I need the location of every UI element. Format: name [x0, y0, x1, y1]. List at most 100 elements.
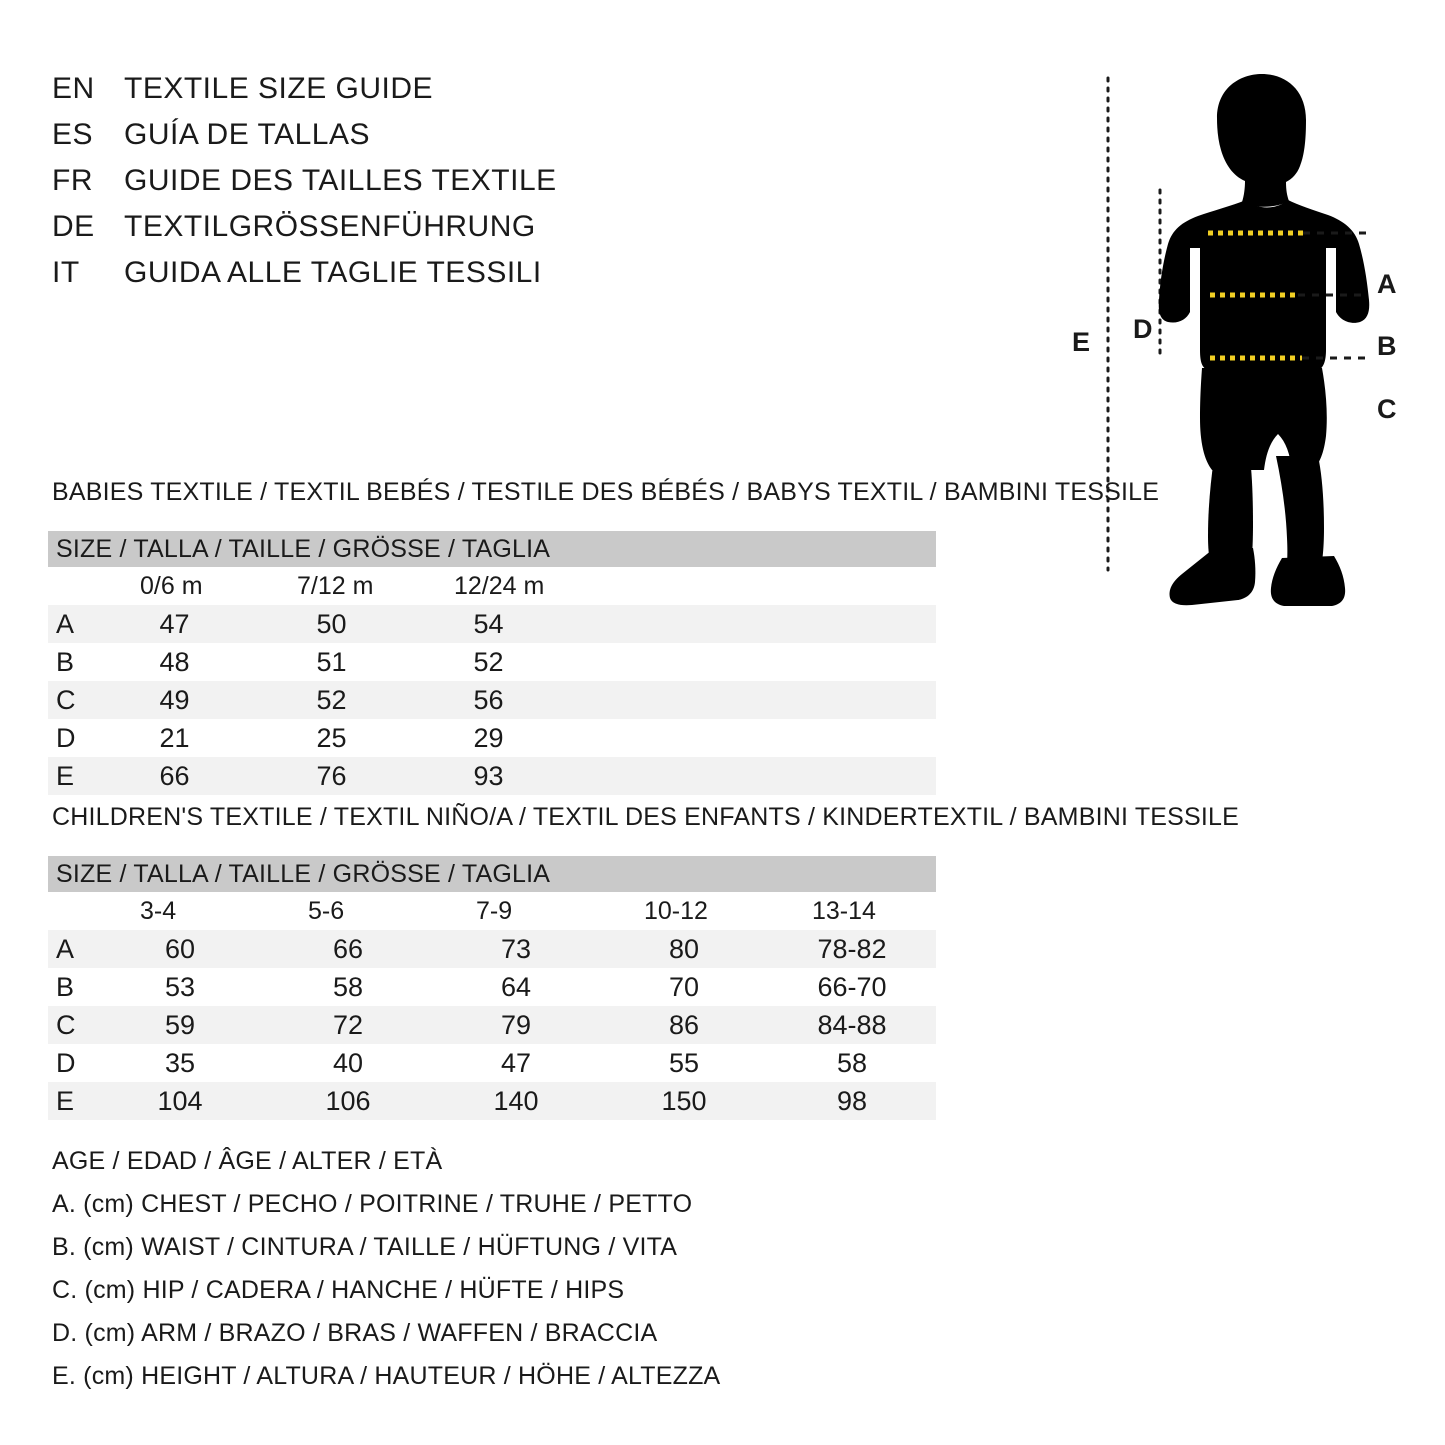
legend-row-age: AGE / EDAD / ÂGE / ALTER / ETÀ	[52, 1140, 812, 1183]
language-text-en: TEXTILE SIZE GUIDE	[124, 72, 434, 105]
right-leg-shape	[1276, 456, 1324, 580]
children-cell-a-3: 80	[668, 933, 700, 964]
marker-label-b: B	[1377, 331, 1397, 361]
child-silhouette-shape	[1158, 74, 1370, 606]
children-cell-c-4: 84-88	[817, 1009, 887, 1040]
babies-column-header-row: 0/6 m 7/12 m 12/24 m	[48, 567, 936, 605]
shorts-shape	[1200, 368, 1327, 470]
measurement-legend: AGE / EDAD / ÂGE / ALTER / ETÀ A. (cm) C…	[52, 1140, 812, 1398]
children-cell-d-4: 58	[836, 1047, 868, 1078]
children-row-label-a: A	[56, 933, 75, 964]
babies-cell-b-1: 51	[316, 646, 347, 677]
children-cell-e-0: 104	[157, 1085, 203, 1116]
marker-label-a: A	[1377, 269, 1397, 299]
children-cell-e-4: 98	[836, 1085, 868, 1116]
children-cell-c-1: 72	[332, 1009, 364, 1040]
legend-text-age: AGE / EDAD / ÂGE / ALTER / ETÀ	[52, 1147, 443, 1175]
children-cell-d-1: 40	[332, 1047, 364, 1078]
children-row-label-c: C	[56, 1009, 76, 1040]
babies-column-header-0: 0/6 m	[140, 571, 203, 600]
language-row-it: IT GUIDA ALLE TAGLIE TESSILI	[52, 256, 752, 302]
table-row: C 59 72 79 86 84-88	[48, 1006, 936, 1044]
language-text-de: TEXTILGRÖSSENFÜHRUNG	[124, 210, 536, 243]
children-cell-a-0: 60	[164, 933, 196, 964]
children-cell-b-3: 70	[668, 971, 700, 1002]
children-size-table: SIZE / TALLA / TAILLE / GRÖSSE / TAGLIA …	[48, 856, 936, 1120]
children-column-header-2: 7-9	[476, 896, 513, 925]
children-cell-e-2: 140	[493, 1085, 539, 1116]
babies-section-title: BABIES TEXTILE / TEXTIL BEBÉS / TESTILE …	[52, 478, 1160, 506]
babies-cell-a-0: 47	[159, 608, 190, 639]
children-column-header-3: 10-12	[644, 896, 708, 925]
marker-label-d: D	[1133, 314, 1153, 344]
children-cell-d-0: 35	[164, 1047, 196, 1078]
legend-row-c: C. (cm) HIP / CADERA / HANCHE / HÜFTE / …	[52, 1269, 812, 1312]
table-row: D 35 40 47 55 58	[48, 1044, 936, 1082]
babies-table-header-bar: SIZE / TALLA / TAILLE / GRÖSSE / TAGLIA	[48, 531, 936, 567]
table-row: C 49 52 56	[48, 681, 936, 719]
babies-row-label-a: A	[56, 608, 75, 639]
babies-row-label-d: D	[56, 722, 76, 753]
legend-row-a: A. (cm) CHEST / PECHO / POITRINE / TRUHE…	[52, 1183, 812, 1226]
language-row-de: DE TEXTILGRÖSSENFÜHRUNG	[52, 210, 752, 256]
babies-cell-d-2: 29	[473, 722, 504, 753]
language-text-es: GUÍA DE TALLAS	[124, 118, 370, 151]
babies-column-header-1: 7/12 m	[297, 571, 374, 600]
legend-text-a: A. (cm) CHEST / PECHO / POITRINE / TRUHE…	[52, 1190, 693, 1218]
children-cell-b-4: 66-70	[817, 971, 887, 1002]
table-row: E 104 106 140 150 98	[48, 1082, 936, 1120]
children-cell-a-2: 73	[500, 933, 532, 964]
language-code-es: ES	[52, 118, 94, 151]
babies-cell-e-1: 76	[316, 760, 347, 791]
children-row-label-e: E	[56, 1085, 75, 1116]
left-leg-shape	[1208, 458, 1253, 574]
table-row: A 60 66 73 80 78-82	[48, 930, 936, 968]
table-row: E 66 76 93	[48, 757, 936, 795]
right-shoe-shape	[1270, 556, 1346, 606]
babies-cell-d-0: 21	[159, 722, 190, 753]
language-code-de: DE	[52, 210, 95, 243]
table-row: D 21 25 29	[48, 719, 936, 757]
babies-cell-e-0: 66	[159, 760, 190, 791]
babies-cell-e-2: 93	[473, 760, 504, 791]
language-code-en: EN	[52, 72, 95, 105]
children-column-header-1: 5-6	[308, 896, 345, 925]
legend-row-b: B. (cm) WAIST / CINTURA / TAILLE / HÜFTU…	[52, 1226, 812, 1269]
babies-row-label-e: E	[56, 760, 75, 791]
shirt-shape	[1158, 200, 1370, 370]
children-cell-a-4: 78-82	[817, 933, 887, 964]
children-cell-d-2: 47	[500, 1047, 532, 1078]
language-text-it: GUIDA ALLE TAGLIE TESSILI	[124, 256, 542, 289]
table-row: B 48 51 52	[48, 643, 936, 681]
children-cell-c-0: 59	[164, 1009, 196, 1040]
children-column-header-row: 3-4 5-6 7-9 10-12 13-14	[48, 892, 936, 930]
language-code-it: IT	[52, 256, 80, 289]
legend-text-d: D. (cm) ARM / BRAZO / BRAS / WAFFEN / BR…	[52, 1319, 658, 1347]
marker-label-c: C	[1377, 394, 1397, 424]
babies-size-table: SIZE / TALLA / TAILLE / GRÖSSE / TAGLIA …	[48, 531, 936, 795]
language-title-block: EN TEXTILE SIZE GUIDE ES GUÍA DE TALLAS …	[52, 72, 752, 302]
children-cell-c-3: 86	[668, 1009, 700, 1040]
babies-cell-a-2: 54	[473, 608, 504, 639]
children-table-header-label: SIZE / TALLA / TAILLE / GRÖSSE / TAGLIA	[56, 859, 551, 888]
children-cell-d-3: 55	[668, 1047, 700, 1078]
babies-cell-a-1: 50	[316, 608, 347, 639]
babies-table-header-label: SIZE / TALLA / TAILLE / GRÖSSE / TAGLIA	[56, 534, 551, 563]
babies-cell-b-0: 48	[159, 646, 190, 677]
left-shoe-shape	[1169, 548, 1256, 606]
babies-cell-b-2: 52	[473, 646, 504, 677]
language-row-es: ES GUÍA DE TALLAS	[52, 118, 752, 164]
babies-cell-c-2: 56	[473, 684, 504, 715]
children-cell-c-2: 79	[500, 1009, 532, 1040]
children-column-header-4: 13-14	[812, 896, 876, 925]
children-row-label-b: B	[56, 971, 75, 1002]
legend-text-b: B. (cm) WAIST / CINTURA / TAILLE / HÜFTU…	[52, 1233, 678, 1261]
children-row-label-d: D	[56, 1047, 76, 1078]
children-column-header-0: 3-4	[140, 896, 177, 925]
legend-text-c: C. (cm) HIP / CADERA / HANCHE / HÜFTE / …	[52, 1276, 625, 1304]
children-cell-e-1: 106	[325, 1085, 371, 1116]
babies-cell-c-0: 49	[159, 684, 190, 715]
children-table-header-bar: SIZE / TALLA / TAILLE / GRÖSSE / TAGLIA	[48, 856, 936, 892]
children-cell-b-1: 58	[332, 971, 364, 1002]
children-cell-b-2: 64	[500, 971, 532, 1002]
